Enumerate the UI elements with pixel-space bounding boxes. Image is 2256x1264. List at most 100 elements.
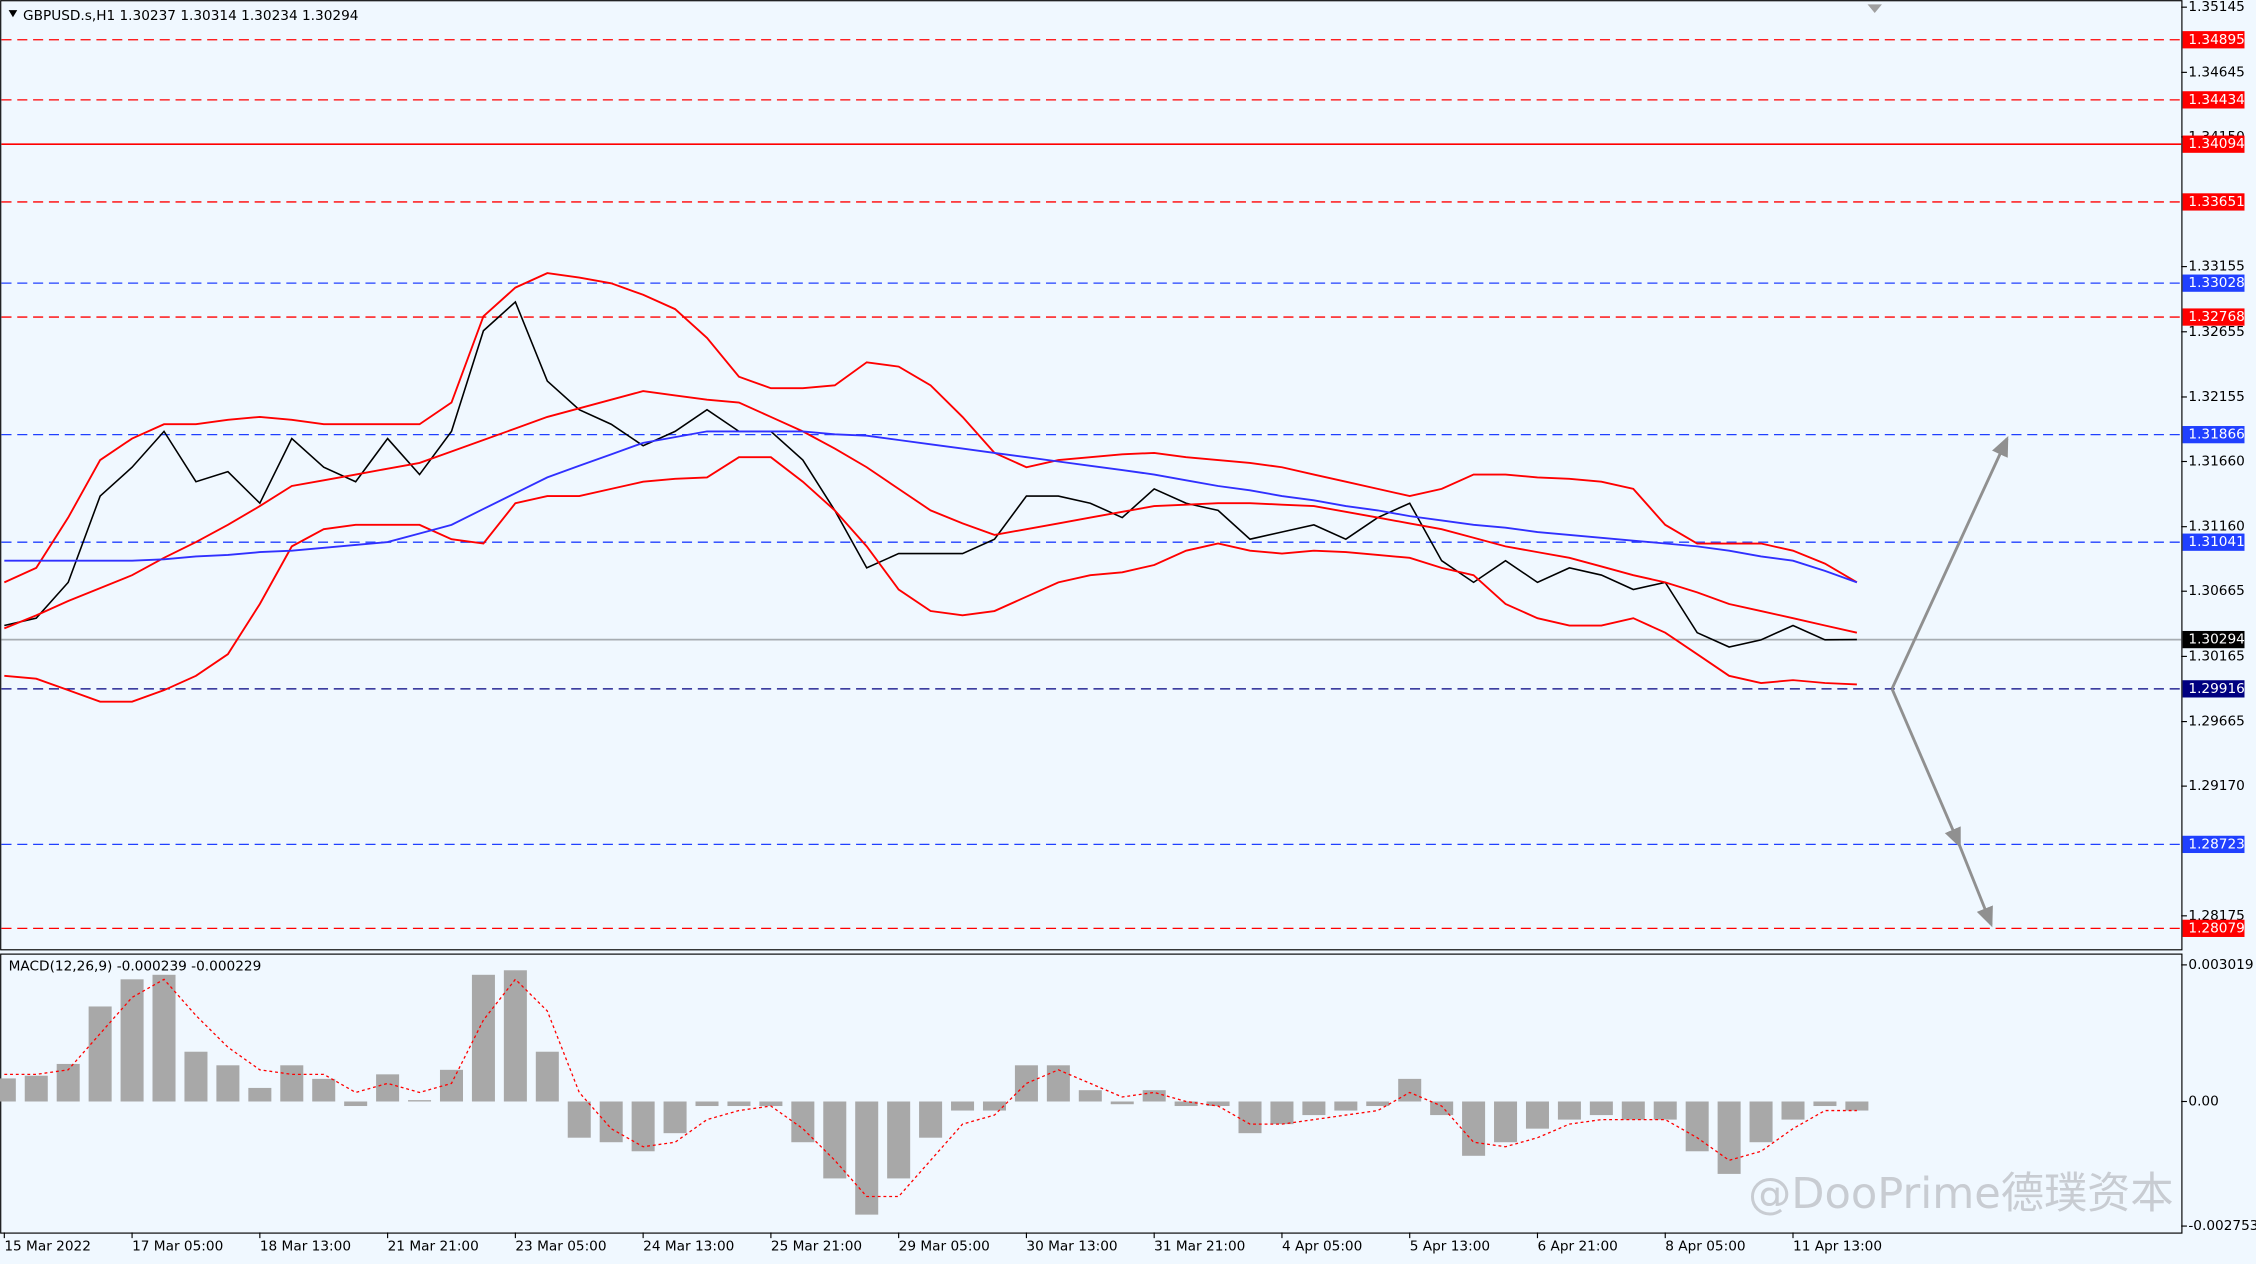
level-label-box: [2182, 135, 2245, 153]
macd-bar: [1589, 1101, 1613, 1116]
level-label: 1.28723: [2188, 836, 2244, 852]
macd-bar: [56, 1063, 80, 1102]
macd-bar: [535, 1051, 559, 1102]
macd-bar: [439, 1069, 463, 1102]
level-label-box: [2182, 91, 2245, 109]
indicator-line: [4, 430, 1858, 584]
y-tick-label: 1.31160: [2188, 519, 2244, 535]
macd-bar: [1270, 1101, 1294, 1125]
macd-bar: [1046, 1065, 1070, 1102]
macd-bar: [1653, 1101, 1677, 1120]
macd-bar: [0, 1078, 16, 1102]
macd-bar: [1398, 1078, 1422, 1102]
macd-signal-line: [4, 978, 1857, 1198]
macd-bar: [1845, 1101, 1869, 1111]
macd-bar: [1621, 1101, 1645, 1120]
macd-bar: [184, 1051, 208, 1102]
level-label: 1.33028: [2188, 275, 2244, 291]
macd-bar: [1813, 1101, 1837, 1107]
x-tick-label: 21 Mar 21:00: [388, 1239, 479, 1255]
macd-bar: [471, 974, 495, 1102]
x-tick-label: 8 Apr 05:00: [1665, 1239, 1745, 1255]
level-label: 1.34094: [2188, 136, 2244, 152]
macd-bar: [599, 1101, 623, 1143]
macd-bar: [1749, 1101, 1773, 1143]
macd-bar: [152, 974, 176, 1102]
y-tick-label: 1.33155: [2188, 259, 2244, 275]
macd-bar: [631, 1101, 655, 1152]
level-label: 1.28079: [2188, 920, 2244, 936]
indicator-line: [4, 456, 1857, 703]
macd-bar: [312, 1078, 336, 1102]
x-tick-label: 31 Mar 21:00: [1154, 1239, 1245, 1255]
indicator-line: [3, 272, 1858, 584]
x-tick-label: 15 Mar 2022: [4, 1239, 91, 1255]
menu-triangle: [8, 10, 18, 18]
down-arrow: [1890, 688, 1961, 849]
y-tick-label: 1.34645: [2188, 64, 2244, 80]
y-tick-label: 1.30165: [2188, 648, 2244, 664]
x-tick-label: 30 Mar 13:00: [1026, 1239, 1117, 1255]
x-tick-label: 25 Mar 21:00: [771, 1239, 862, 1255]
level-label: 1.31041: [2188, 534, 2244, 550]
y-tick-label: 1.35145: [2188, 0, 2244, 15]
macd-bar: [887, 1101, 911, 1179]
level-label: 1.33651: [2188, 194, 2244, 210]
level-label-box: [2182, 31, 2245, 49]
macd-bar: [120, 979, 144, 1102]
shift-marker: [1867, 4, 1882, 13]
macd-bar: [1557, 1101, 1581, 1120]
macd-bar: [1302, 1101, 1326, 1116]
macd-bar: [216, 1065, 240, 1102]
macd-y-tick-label: 0.003019: [2188, 957, 2253, 973]
x-tick-label: 18 Mar 13:00: [260, 1239, 351, 1255]
y-tick-label: 1.31660: [2188, 454, 2244, 470]
y-tick-label: 1.30665: [2188, 583, 2244, 599]
macd-bar: [663, 1101, 687, 1134]
macd-bar: [1781, 1101, 1805, 1120]
macd-bar: [344, 1101, 368, 1107]
level-label: 1.34434: [2188, 92, 2244, 108]
main-panel: [0, 0, 2183, 951]
x-tick-label: 11 Apr 13:00: [1793, 1239, 1882, 1255]
macd-bar: [1142, 1090, 1166, 1102]
level-label-box: [2182, 919, 2245, 937]
macd-bar: [24, 1075, 48, 1102]
macd-bar: [1462, 1101, 1486, 1156]
macd-bar: [503, 970, 527, 1102]
macd-bar: [759, 1101, 783, 1107]
down-arrow: [1958, 845, 1993, 928]
x-tick-label: 23 Mar 05:00: [515, 1239, 606, 1255]
level-label-box: [2182, 680, 2245, 698]
x-tick-label: 24 Mar 13:00: [643, 1239, 734, 1255]
level-label-box: [2182, 193, 2245, 211]
macd-bar: [855, 1101, 879, 1215]
y-tick-label: 1.32655: [2188, 324, 2244, 340]
macd-bar: [248, 1087, 272, 1102]
macd-bar: [823, 1101, 847, 1179]
level-label-box: [2182, 835, 2245, 854]
level-label-box: [2182, 630, 2245, 649]
x-tick-label: 29 Mar 05:00: [899, 1239, 990, 1255]
macd-bar: [1717, 1101, 1741, 1174]
macd-title: MACD(12,26,9) -0.000239 -0.000229: [9, 958, 262, 974]
macd-bar: [1238, 1101, 1262, 1134]
macd-y-tick-label: 0.00: [2188, 1094, 2218, 1110]
macd-bar: [1110, 1101, 1134, 1105]
y-tick-label: 1.29170: [2188, 778, 2244, 794]
level-label-box: [2182, 274, 2245, 292]
macd-y-tick-label: -0.002753: [2188, 1218, 2256, 1234]
macd-bar: [951, 1101, 975, 1111]
macd-bar: [1334, 1101, 1358, 1111]
x-tick-label: 6 Apr 21:00: [1537, 1239, 1617, 1255]
macd-bar: [408, 1100, 432, 1102]
macd-bar: [1366, 1101, 1390, 1107]
macd-bar: [1685, 1101, 1709, 1152]
macd-bar: [919, 1101, 943, 1138]
level-label-box: [2182, 426, 2245, 444]
x-tick-label: 5 Apr 13:00: [1410, 1239, 1490, 1255]
x-tick-label: 4 Apr 05:00: [1282, 1239, 1362, 1255]
